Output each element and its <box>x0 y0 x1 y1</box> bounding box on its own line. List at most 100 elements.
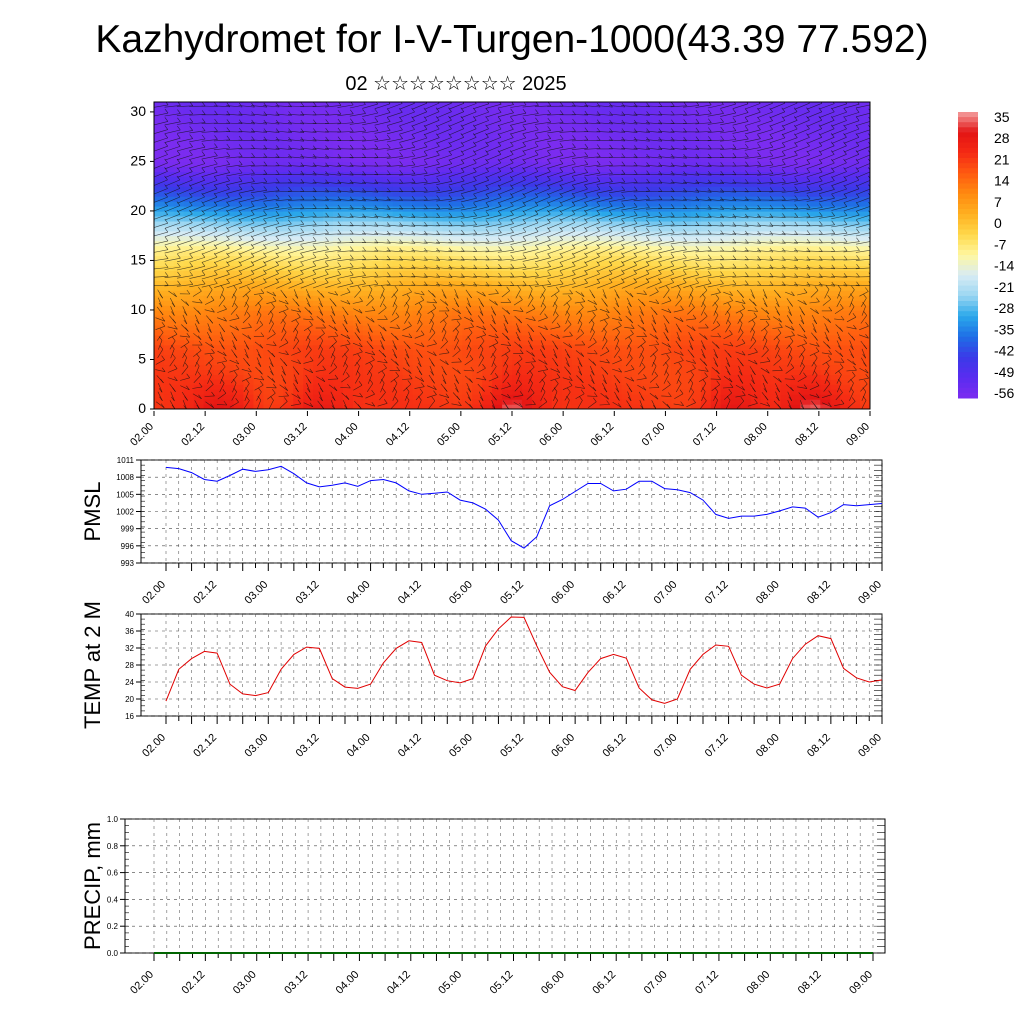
heat-cell <box>502 379 513 385</box>
wind-barb <box>226 230 242 238</box>
heat-cell <box>561 240 573 247</box>
heat-cell <box>571 250 583 257</box>
wind-barb <box>226 172 243 177</box>
wind-barb <box>226 282 242 289</box>
heat-cell <box>173 399 185 405</box>
heat-cell <box>482 255 493 262</box>
heat-cell <box>233 334 245 341</box>
heat-cell <box>611 245 622 252</box>
heat-cell <box>710 102 722 108</box>
heat-cell <box>720 314 732 321</box>
heat-cell <box>203 374 215 380</box>
heat-cell <box>830 250 841 257</box>
wind-barb <box>154 240 169 245</box>
heat-cell <box>492 300 503 306</box>
heat-cell <box>810 220 821 227</box>
heat-cell <box>611 225 622 232</box>
heat-cell <box>561 354 573 361</box>
wind-barb-flag <box>164 281 169 286</box>
heat-cell <box>392 141 404 148</box>
heat-cell <box>531 225 543 232</box>
heat-cell <box>800 116 811 123</box>
heat-cell <box>422 181 433 187</box>
wind-barb <box>206 289 213 299</box>
heat-cell <box>372 245 384 252</box>
heat-cell <box>462 116 473 123</box>
heat-cell <box>681 394 692 400</box>
heat-cell <box>860 280 870 286</box>
heat-cell <box>641 339 652 346</box>
heat-cell <box>661 349 672 356</box>
wind-barb <box>207 323 212 333</box>
heat-cell <box>860 176 870 182</box>
wind-barb-flag <box>172 353 176 359</box>
heat-cell <box>372 319 384 326</box>
heat-cell <box>293 225 304 232</box>
heat-cell <box>512 374 523 380</box>
wind-barb <box>232 382 237 393</box>
heat-cell <box>700 265 712 271</box>
heat-cell <box>243 295 254 301</box>
heat-cell <box>303 220 314 227</box>
heat-cell <box>342 349 354 356</box>
heat-cell <box>681 305 692 311</box>
heat-cell <box>243 220 254 227</box>
wind-barb <box>154 104 169 108</box>
heat-cell <box>621 245 632 252</box>
heat-cell <box>541 171 553 177</box>
heat-cell <box>671 394 682 400</box>
heat-cell <box>551 280 563 286</box>
heat-cell <box>611 250 622 257</box>
heat-cell <box>551 364 563 370</box>
heat-cell <box>710 161 722 167</box>
heat-cell <box>352 191 364 197</box>
heat-cell <box>531 146 543 153</box>
heat-cell <box>710 260 722 267</box>
heat-cell <box>362 384 374 390</box>
heat-cell <box>671 191 682 197</box>
heat-cell <box>531 364 543 370</box>
heat-cell <box>163 275 175 281</box>
heat-cell <box>382 319 394 326</box>
heat-cell <box>263 280 274 286</box>
heat-cell <box>521 176 533 182</box>
heat-cell <box>730 305 742 311</box>
heat-cell <box>303 349 314 356</box>
heat-cell <box>313 250 324 257</box>
heat-cell <box>283 349 294 356</box>
heat-cell <box>521 171 533 177</box>
heat-cell <box>800 280 811 286</box>
heat-cell <box>840 290 851 296</box>
heat-cell <box>750 354 762 361</box>
heat-cell <box>342 275 354 281</box>
heat-cell <box>173 111 185 118</box>
heat-cell <box>303 280 314 286</box>
wind-barb <box>189 138 206 143</box>
heat-cell <box>154 156 165 163</box>
wind-barb <box>244 391 249 402</box>
heat-cell <box>173 181 185 187</box>
heat-cell <box>820 121 831 128</box>
heat-cell <box>601 285 612 291</box>
heat-cell <box>800 310 811 316</box>
heat-cell <box>770 235 782 242</box>
wind-barb-flag <box>158 388 163 393</box>
wind-barb-flag <box>201 118 206 123</box>
heat-cell <box>671 305 682 311</box>
heat-cell <box>482 290 493 296</box>
heat-cell <box>691 314 702 321</box>
heat-cell <box>512 235 523 242</box>
heat-cell <box>283 255 294 262</box>
heat-cell <box>810 210 821 217</box>
heat-cell <box>561 270 573 276</box>
wind-barb <box>154 179 168 186</box>
heat-cell <box>740 404 752 409</box>
heat-cell <box>820 344 831 351</box>
heat-cell <box>700 136 712 143</box>
wind-barb <box>216 404 227 406</box>
heat-cell <box>342 116 354 123</box>
heat-cell <box>571 319 583 326</box>
heat-cell <box>780 111 791 118</box>
heat-cell <box>681 319 692 326</box>
wind-barb-flag <box>186 333 191 338</box>
